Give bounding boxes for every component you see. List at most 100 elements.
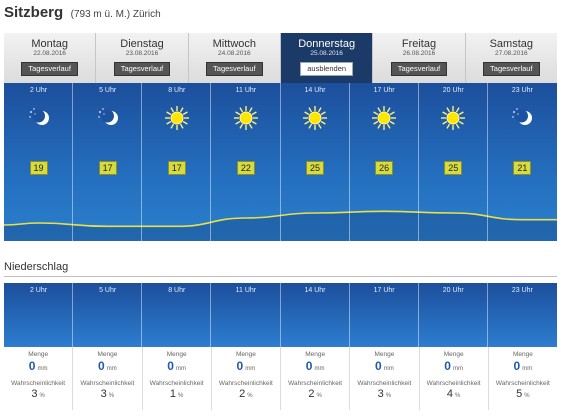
amount-unit: mm <box>37 366 48 372</box>
forecast-time: 23 Uhr <box>511 87 533 94</box>
forecast-column: 14 Uhr 25 <box>281 83 350 241</box>
amount-label: Menge <box>97 351 118 358</box>
precip-probability: 4 <box>446 388 454 400</box>
forecast-time: 17 Uhr <box>373 87 395 94</box>
day-tab-4[interactable]: Freitag 26.08.2016 Tagesverlauf <box>373 33 466 83</box>
day-date: 23.08.2016 <box>125 50 159 57</box>
probability-label: Wahrscheinlichkeit <box>11 380 66 387</box>
day-tab-2[interactable]: Mittwoch 24.08.2016 Tagesverlauf <box>188 33 281 83</box>
amount-label: Menge <box>235 351 256 358</box>
precip-probability: 5 <box>516 388 523 400</box>
probability-label: Wahrscheinlichkeit <box>288 380 343 387</box>
temperature-badge: 22 <box>236 161 255 175</box>
forecast-column: 17 Uhr 26 <box>350 83 419 241</box>
amount-unit: mm <box>383 366 394 372</box>
amount-unit: mm <box>522 366 533 372</box>
precip-probability: 3 <box>377 388 384 400</box>
precip-column: 5 Uhr <box>73 283 143 347</box>
moon-stars-icon <box>26 105 52 131</box>
amount-unit: mm <box>452 366 463 372</box>
precip-amount: 0 <box>167 359 174 373</box>
probability-unit: % <box>524 393 530 399</box>
precip-cell: Menge 0 mm Wahrscheinlichkeit 2% <box>281 347 351 410</box>
day-tab-0[interactable]: Montag 22.08.2016 Tagesverlauf <box>4 33 97 83</box>
location-title: Sitzberg (793 m ü. M.) Zürich <box>4 4 161 26</box>
sun-icon <box>164 105 190 131</box>
temperature-line <box>4 210 557 228</box>
precip-column: 17 Uhr <box>350 283 419 347</box>
forecast-column: 8 Uhr 17 <box>142 83 212 241</box>
temperature-badge: 21 <box>513 161 532 175</box>
temperature-badge: 19 <box>29 161 48 175</box>
precip-time: 11 Uhr <box>235 287 257 294</box>
precip-time: 20 Uhr <box>442 287 464 294</box>
precipitation-title: Niederschlag <box>4 261 69 273</box>
precip-time: 8 Uhr <box>168 287 186 294</box>
precip-amount: 0 <box>28 359 36 373</box>
precip-time: 14 Uhr <box>304 287 326 294</box>
day-tab-5[interactable]: Samstag 27.08.2016 Tagesverlauf <box>465 33 557 83</box>
sun-icon <box>371 105 397 131</box>
day-date: 26.08.2016 <box>402 50 436 57</box>
sun-icon <box>302 105 328 131</box>
precip-time: 23 Uhr <box>511 287 533 294</box>
forecast-time: 20 Uhr <box>442 87 464 94</box>
amount-label: Menge <box>166 351 187 358</box>
forecast-time: 14 Uhr <box>304 87 326 94</box>
day-detail-button[interactable]: Tagesverlauf <box>390 62 448 76</box>
probability-label: Wahrscheinlichkeit <box>495 380 550 387</box>
probability-unit: % <box>455 393 461 399</box>
forecast-column: 5 Uhr 17 <box>73 83 143 241</box>
sun-icon <box>233 105 259 131</box>
precip-column: 2 Uhr <box>4 283 74 347</box>
forecast-column: 2 Uhr 19 <box>4 83 74 241</box>
precip-time: 5 Uhr <box>99 287 117 294</box>
section-divider <box>4 276 557 277</box>
hide-button[interactable]: ausblenden <box>300 62 354 76</box>
precip-probability: 2 <box>308 388 315 400</box>
forecast-time: 5 Uhr <box>99 87 117 94</box>
temperature-badge: 17 <box>167 161 186 175</box>
day-detail-button[interactable]: Tagesverlauf <box>21 62 78 76</box>
day-name: Donnerstag <box>298 38 356 50</box>
forecast-column: 11 Uhr 22 <box>211 83 281 241</box>
precipitation-panel: 2 Uhr 5 Uhr 8 Uhr 11 Uhr 14 Uhr 17 Uhr 20 Uhr 2… <box>4 283 557 347</box>
amount-unit: mm <box>245 366 256 372</box>
precip-amount: 0 <box>305 359 313 373</box>
forecast-panel: 2 Uhr 19 5 Uhr 17 8 Uhr 17 11 Uhr 22 14 Uhr 25 17 … <box>4 83 557 241</box>
precip-probability: 1 <box>169 388 177 400</box>
precip-column: 11 Uhr <box>211 283 281 347</box>
day-detail-button[interactable]: Tagesverlauf <box>483 62 540 76</box>
precip-amount: 0 <box>513 359 521 373</box>
precip-amount: 0 <box>444 359 451 373</box>
amount-unit: mm <box>314 366 325 372</box>
amount-label: Menge <box>512 351 533 358</box>
temperature-curve <box>4 210 557 241</box>
precip-time: 17 Uhr <box>373 287 395 294</box>
precip-cell: Menge 0 mm Wahrscheinlichkeit 5% <box>488 347 557 410</box>
precip-cell: Menge 0 mm Wahrscheinlichkeit 3% <box>73 347 143 410</box>
precip-cell: Menge 0 mm Wahrscheinlichkeit 2% <box>211 347 281 410</box>
day-name: Samstag <box>489 38 534 50</box>
day-name: Mittwoch <box>212 38 257 50</box>
precip-cell: Menge 0 mm Wahrscheinlichkeit 3% <box>350 347 420 410</box>
probability-unit: % <box>247 393 253 399</box>
precip-column: 8 Uhr <box>142 283 212 347</box>
probability-unit: % <box>108 393 115 399</box>
precip-amount: 0 <box>98 359 105 373</box>
day-detail-button[interactable]: Tagesverlauf <box>206 62 263 76</box>
forecast-time: 8 Uhr <box>168 87 186 94</box>
amount-unit: mm <box>106 366 117 372</box>
day-tab-3[interactable]: Donnerstag 25.08.2016 ausblenden <box>280 33 374 83</box>
amount-label: Menge <box>28 351 49 358</box>
day-name: Freitag <box>401 38 437 50</box>
day-tab-1[interactable]: Dienstag 23.08.2016 Tagesverlauf <box>96 33 189 83</box>
day-date: 24.08.2016 <box>218 50 251 57</box>
forecast-column: 23 Uhr 21 <box>488 83 557 241</box>
day-detail-button[interactable]: Tagesverlauf <box>113 62 171 76</box>
precip-cell: Menge 0 mm Wahrscheinlichkeit 4% <box>419 347 489 410</box>
moon-stars-icon <box>509 105 535 131</box>
amount-unit: mm <box>175 366 186 372</box>
temperature-badge: 25 <box>306 161 325 175</box>
amount-label: Menge <box>305 351 326 358</box>
